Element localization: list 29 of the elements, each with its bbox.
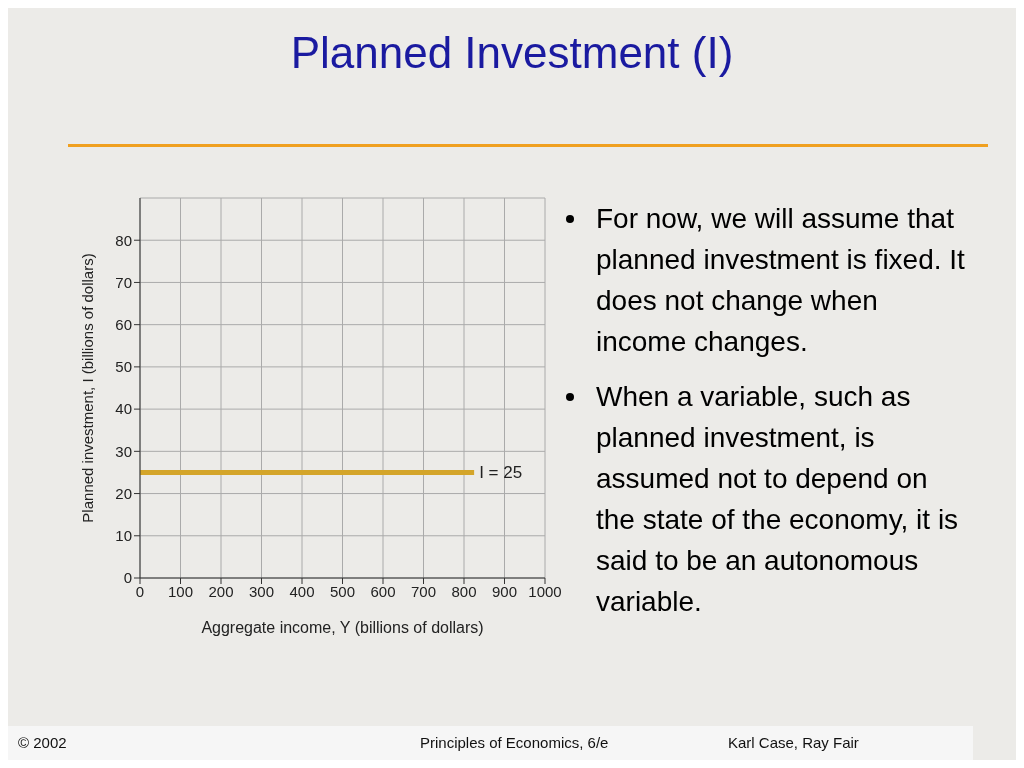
x-tick-label: 200 (208, 582, 234, 600)
y-tick-label: 80 (115, 231, 132, 249)
x-tick-label: 100 (167, 582, 194, 600)
y-tick-label: 0 (123, 569, 132, 587)
x-tick-label: 700 (410, 582, 437, 600)
text: Principles of Economics, 6/e (420, 734, 609, 751)
x-tick-label: 1000 (528, 582, 562, 600)
x-tick-label: 600 (370, 582, 396, 600)
y-axis-title: Planned investment, I (billions of dollars) (79, 253, 97, 523)
text: For now, we will assume that planned investment is fixed. It does not change when income changes. (596, 202, 966, 359)
chart-title: Planned Investment (I) (289, 28, 735, 78)
annotation: I = 25 (479, 463, 523, 483)
x-tick-label: 800 (451, 582, 477, 600)
y-tick-label: 30 (115, 442, 132, 460)
y-tick-label: 10 (115, 527, 132, 545)
x-axis-title: Aggregate income, Y (billions of dollars) (201, 619, 484, 636)
y-tick-label: 40 (115, 400, 132, 418)
x-tick-label: 300 (248, 582, 275, 600)
text: Karl Case, Ray Fair (728, 734, 859, 751)
x-tick-label: 0 (135, 582, 145, 600)
text: © 2002 (18, 734, 67, 751)
x-tick-label: 400 (289, 582, 315, 600)
y-tick-label: 70 (115, 273, 132, 291)
x-tick-label: 500 (329, 582, 356, 600)
y-tick-label: 50 (115, 358, 132, 376)
x-tick-label: 900 (491, 582, 518, 600)
text: When a variable, such as planned investment, is assumed not to depend on the state of the economy, it is said to be an autonomous variable. (596, 380, 960, 619)
y-tick-label: 60 (115, 315, 132, 333)
y-tick-label: 20 (115, 484, 132, 502)
